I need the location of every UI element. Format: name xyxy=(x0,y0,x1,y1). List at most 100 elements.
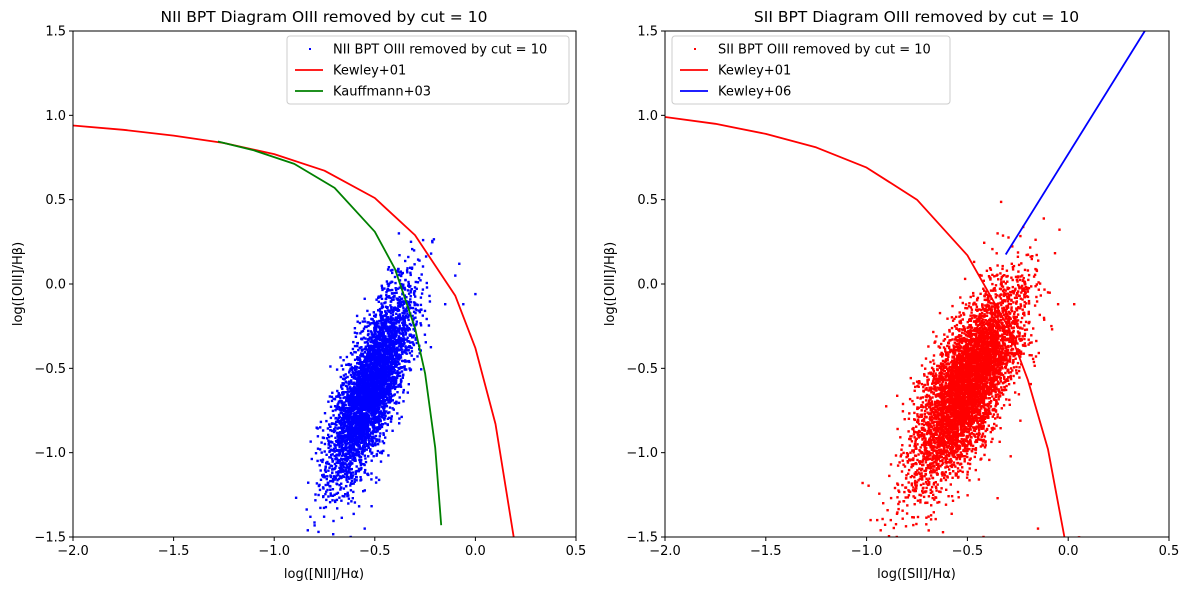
scatter-point xyxy=(355,395,359,398)
scatter-point xyxy=(354,407,357,411)
scatter-point xyxy=(346,465,349,468)
scatter-point xyxy=(375,337,378,341)
scatter-point xyxy=(408,367,411,370)
scatter-point xyxy=(400,272,404,275)
scatter-point xyxy=(412,291,416,294)
scatter-point xyxy=(306,529,309,532)
scatter-point xyxy=(377,478,381,482)
scatter-point xyxy=(404,327,407,331)
scatter-point xyxy=(328,501,332,504)
scatter-point xyxy=(346,430,350,433)
scatter-point xyxy=(337,395,340,398)
scatter-point xyxy=(394,281,397,285)
scatter-point xyxy=(342,396,345,400)
scatter-point xyxy=(394,342,397,345)
scatter-point xyxy=(375,349,378,352)
scatter-point xyxy=(997,278,1000,281)
scatter-point xyxy=(350,418,354,421)
scatter-point xyxy=(395,357,398,360)
scatter-point xyxy=(325,477,328,481)
scatter-point xyxy=(403,327,406,330)
scatter-point xyxy=(360,346,363,349)
scatter-point xyxy=(387,296,391,299)
scatter-point xyxy=(399,354,402,357)
scatter-point xyxy=(357,386,361,389)
scatter-point xyxy=(345,438,348,442)
scatter-point xyxy=(373,364,376,367)
scatter-point xyxy=(394,347,397,351)
scatter-point xyxy=(360,385,363,388)
scatter-point xyxy=(361,419,365,422)
scatter-point xyxy=(403,322,407,325)
scatter-point xyxy=(398,417,401,420)
scatter-point xyxy=(340,457,343,460)
scatter-point xyxy=(385,359,388,363)
scatter-point xyxy=(363,445,367,448)
scatter-point xyxy=(406,340,409,343)
scatter-point xyxy=(374,430,378,434)
scatter-point xyxy=(362,383,365,387)
scatter-point xyxy=(365,444,368,448)
scatter-point xyxy=(350,395,354,399)
scatter-point xyxy=(369,330,373,333)
scatter-point xyxy=(405,296,408,299)
scatter-point xyxy=(386,289,389,292)
scatter-point xyxy=(396,372,400,375)
scatter-point xyxy=(409,298,412,301)
scatter-point xyxy=(376,443,380,446)
scatter-point xyxy=(329,488,332,491)
scatter-point xyxy=(341,402,344,406)
scatter-point xyxy=(347,502,350,505)
scatter-point xyxy=(361,447,364,450)
scatter-point xyxy=(346,407,349,410)
scatter-point xyxy=(317,530,320,534)
scatter-point xyxy=(1010,309,1014,313)
scatter-point xyxy=(395,349,399,353)
scatter-point xyxy=(391,322,394,325)
scatter-point xyxy=(346,420,349,424)
scatter-point xyxy=(341,408,344,411)
scatter-point xyxy=(424,341,427,344)
scatter-point xyxy=(394,350,397,353)
scatter-point xyxy=(362,327,366,330)
scatter-point xyxy=(330,453,333,457)
scatter-point xyxy=(355,387,359,390)
scatter-point xyxy=(375,415,378,419)
scatter-point xyxy=(351,428,354,431)
scatter-point xyxy=(377,353,380,357)
scatter-point xyxy=(325,461,328,465)
scatter-point xyxy=(347,497,351,500)
scatter-point xyxy=(927,394,931,397)
scatter-point xyxy=(386,346,389,350)
scatter-point xyxy=(388,350,391,353)
scatter-point xyxy=(365,448,368,451)
scatter-point xyxy=(350,375,354,378)
scatter-point xyxy=(370,395,373,398)
scatter-point xyxy=(369,450,372,453)
scatter-point xyxy=(348,394,351,397)
scatter-point xyxy=(362,374,366,377)
scatter-point xyxy=(331,441,334,444)
legend-label: Kewley+01 xyxy=(333,64,406,79)
scatter-point xyxy=(347,462,351,465)
scatter-point xyxy=(395,402,398,405)
scatter-point xyxy=(347,425,350,429)
scatter-point xyxy=(360,354,364,357)
scatter-point xyxy=(1012,301,1015,304)
scatter-point xyxy=(384,368,388,372)
scatter-point xyxy=(400,345,403,348)
scatter-point xyxy=(349,451,353,454)
scatter-point xyxy=(365,407,368,411)
scatter-point xyxy=(366,424,369,428)
scatter-point xyxy=(396,287,400,290)
scatter-point xyxy=(366,389,369,392)
scatter-point xyxy=(320,451,323,454)
scatter-point xyxy=(385,293,388,297)
scatter-point xyxy=(374,444,377,447)
scatter-point xyxy=(390,348,393,351)
scatter-point xyxy=(372,443,375,447)
scatter-point xyxy=(410,324,413,327)
scatter-point xyxy=(419,296,423,299)
x-tick-label: −1.0 xyxy=(258,544,290,559)
scatter-point xyxy=(348,383,351,386)
